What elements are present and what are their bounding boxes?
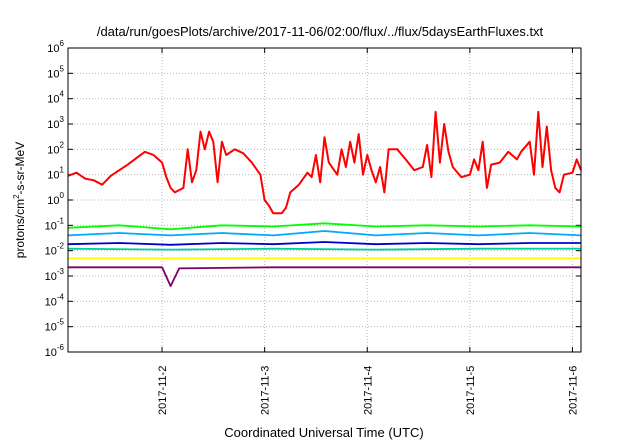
y-axis-label-rest: -s-sr-MeV bbox=[13, 142, 27, 195]
x-tick-label: 2017-11-2 bbox=[157, 366, 169, 415]
y-tick-label: 10-3 bbox=[45, 267, 65, 283]
y-tick-mantissa: 10 bbox=[47, 119, 59, 131]
x-tick-labels: 2017-11-2 2017-11-3 2017-11-4 2017-11-5 2017… bbox=[157, 366, 579, 415]
y-tick-label: 104 bbox=[47, 90, 64, 106]
y-tick-label: 10-2 bbox=[45, 242, 65, 258]
y-tick-mantissa: 10 bbox=[47, 68, 59, 80]
series-group bbox=[67, 110, 582, 288]
y-tick-label: 10-1 bbox=[45, 216, 65, 232]
y-tick-label: 101 bbox=[47, 166, 64, 182]
plot-frame bbox=[67, 47, 582, 353]
series-line-5 bbox=[67, 241, 581, 246]
y-tick-exponent: 1 bbox=[60, 166, 65, 175]
x-tick-label: 2017-11-3 bbox=[260, 366, 272, 415]
series-line-7 bbox=[68, 266, 581, 288]
y-tick-mantissa: 10 bbox=[47, 94, 59, 106]
y-tick-exponent: -1 bbox=[57, 216, 65, 225]
y-tick-label: 102 bbox=[47, 140, 64, 156]
chart-title: /data/run/goesPlots/archive/2017-11-06/0… bbox=[97, 24, 544, 39]
y-tick-exponent: 0 bbox=[60, 191, 65, 200]
y-axis-label-exponent: 2 bbox=[12, 194, 21, 199]
y-axis-label: protons/cm2-s-sr-MeV bbox=[12, 142, 27, 258]
x-axis-label: Coordinated Universal Time (UTC) bbox=[224, 425, 423, 440]
series-line-3 bbox=[67, 230, 582, 237]
y-tick-mantissa: 10 bbox=[47, 170, 59, 182]
y-tick-labels: 10-610-510-410-310-210-11001011021031041… bbox=[45, 39, 65, 359]
series-line-2 bbox=[67, 222, 582, 231]
y-tick-label: 100 bbox=[47, 191, 64, 207]
y-tick-label: 10-5 bbox=[45, 318, 65, 334]
y-tick-label: 10-6 bbox=[45, 343, 65, 359]
y-tick-exponent: 3 bbox=[60, 115, 65, 124]
series-line-4 bbox=[67, 247, 581, 251]
y-tick-mantissa: 10 bbox=[45, 347, 57, 359]
y-tick-mantissa: 10 bbox=[45, 296, 57, 308]
series-line-1 bbox=[67, 110, 582, 215]
y-tick-mantissa: 10 bbox=[45, 271, 57, 283]
y-tick-mantissa: 10 bbox=[47, 144, 59, 156]
y-tick-mantissa: 10 bbox=[45, 246, 57, 258]
y-tick-exponent: -4 bbox=[57, 292, 65, 301]
x-tick-label: 2017-11-4 bbox=[362, 366, 374, 415]
y-axis-label-base: protons/cm bbox=[13, 199, 27, 258]
y-tick-mantissa: 10 bbox=[47, 195, 59, 207]
y-tick-mantissa: 10 bbox=[45, 322, 57, 334]
x-tick-label: 2017-11-5 bbox=[465, 366, 477, 415]
grid bbox=[68, 47, 581, 353]
y-tick-exponent: 2 bbox=[60, 140, 65, 149]
y-tick-label: 10-4 bbox=[45, 292, 65, 308]
y-tick-exponent: -2 bbox=[57, 242, 65, 251]
y-tick-exponent: -6 bbox=[57, 343, 65, 352]
x-tick-label: 2017-11-6 bbox=[567, 366, 579, 415]
y-tick-label: 103 bbox=[47, 115, 64, 131]
y-tick-label: 105 bbox=[47, 64, 64, 80]
y-tick-exponent: 4 bbox=[60, 90, 65, 99]
y-tick-exponent: -3 bbox=[57, 267, 65, 276]
y-tick-exponent: -5 bbox=[57, 318, 65, 327]
y-tick-exponent: 5 bbox=[60, 64, 65, 73]
y-tick-mantissa: 10 bbox=[47, 43, 59, 55]
y-tick-label: 106 bbox=[47, 39, 64, 55]
y-tick-mantissa: 10 bbox=[45, 220, 57, 232]
y-tick-exponent: 6 bbox=[60, 39, 65, 48]
